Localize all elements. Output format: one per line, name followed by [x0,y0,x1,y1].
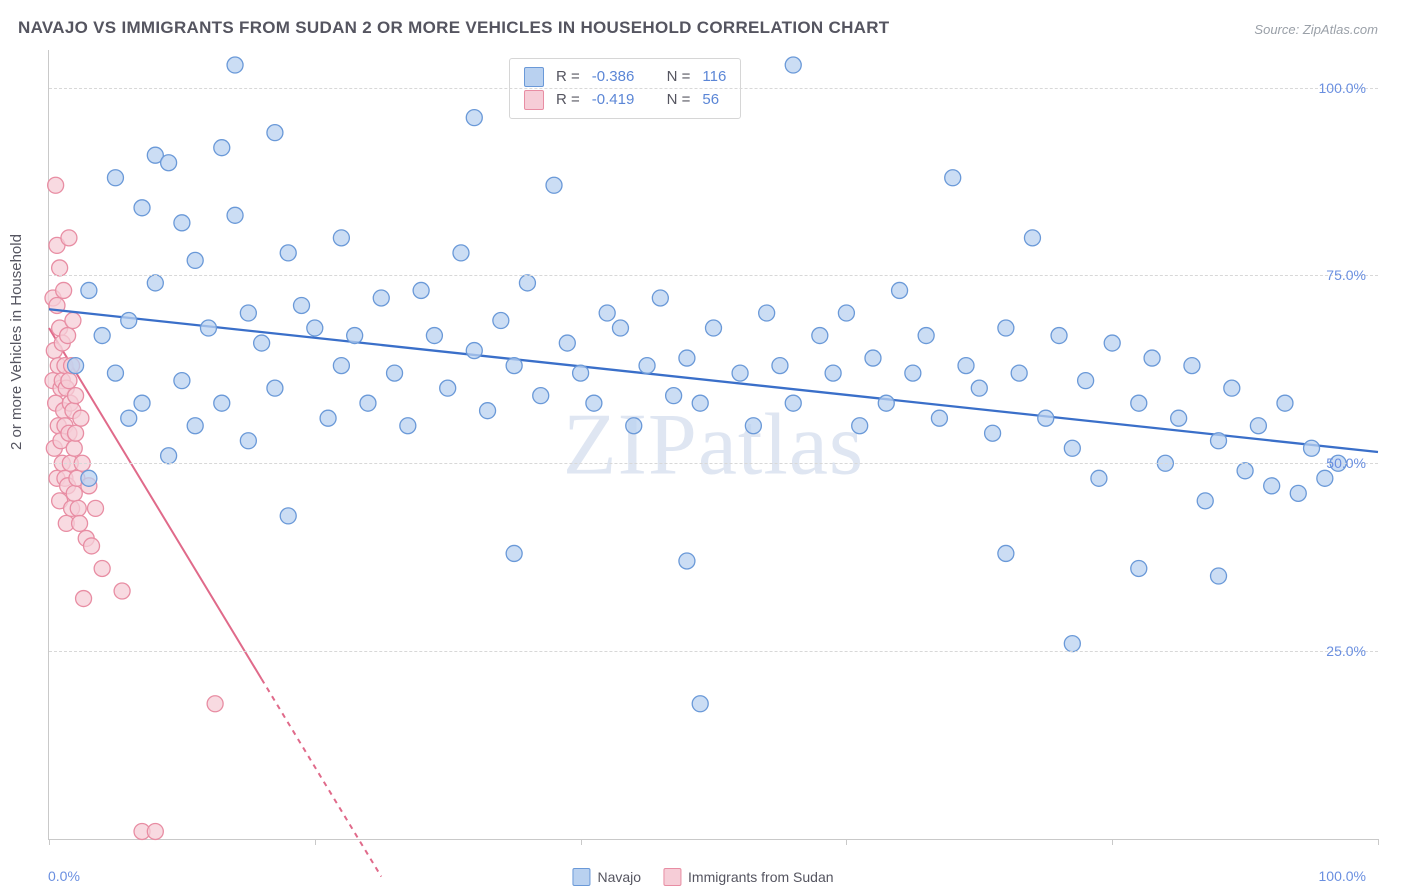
n-value: 56 [702,88,719,111]
legend-item-navajo: Navajo [572,868,641,886]
stats-row: R = -0.386 N = 116 [524,65,726,88]
source-label: Source: [1254,22,1299,37]
legend-item-sudan: Immigrants from Sudan [663,868,834,886]
r-label: R = [556,88,580,111]
legend-swatch-sudan [663,868,681,886]
legend-label: Immigrants from Sudan [688,869,834,885]
bottom-legend: Navajo Immigrants from Sudan [572,868,833,886]
n-label: N = [667,65,691,88]
correlation-chart: NAVAJO VS IMMIGRANTS FROM SUDAN 2 OR MOR… [0,0,1406,892]
plot-svg [49,50,1378,839]
r-label: R = [556,65,580,88]
n-label: N = [667,88,691,111]
legend-label: Navajo [597,869,641,885]
chart-title: NAVAJO VS IMMIGRANTS FROM SUDAN 2 OR MOR… [18,18,890,38]
plot-area: ZIPatlas R = -0.386 N = 116 R = -0.419 N… [48,50,1378,840]
r-value: -0.386 [592,65,635,88]
stats-swatch-sudan [524,90,544,110]
x-label-min: 0.0% [48,868,80,884]
source-value: ZipAtlas.com [1303,22,1378,37]
n-value: 116 [702,65,726,88]
stats-swatch-navajo [524,67,544,87]
x-label-max: 100.0% [1319,868,1366,884]
r-value: -0.419 [592,88,635,111]
y-axis-label: 2 or more Vehicles in Household [8,234,25,450]
stats-row: R = -0.419 N = 56 [524,88,726,111]
source-attribution: Source: ZipAtlas.com [1254,22,1378,37]
legend-swatch-navajo [572,868,590,886]
